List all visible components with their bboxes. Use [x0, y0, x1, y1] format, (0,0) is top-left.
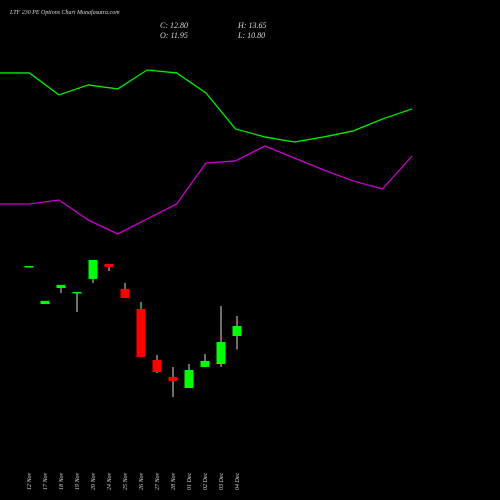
- chart-title: LTF 230 PE Options Chart Munafasutra.com: [9, 9, 120, 16]
- x-tick-label: 04 Dec: [234, 473, 241, 490]
- candle-body: [40, 300, 50, 304]
- x-tick-label: 18 Nov: [59, 472, 65, 490]
- candle-body: [200, 360, 210, 367]
- candle-body: [152, 360, 162, 372]
- candle-body: [216, 342, 226, 364]
- x-tick-label: 24 Nov: [106, 472, 113, 490]
- open-label: O: 11.95: [160, 31, 188, 40]
- x-tick-label: 12 Nov: [27, 472, 33, 490]
- candle-body: [168, 376, 178, 381]
- x-tick-label: 20 Nov: [91, 472, 97, 490]
- x-tick-label: 28 Nov: [171, 472, 177, 490]
- x-tick-label: 25 Nov: [123, 472, 129, 490]
- candle-body: [72, 292, 82, 294]
- close-label: C: 12.80: [160, 21, 188, 30]
- candle-body: [56, 284, 66, 288]
- candle-body: [184, 370, 194, 388]
- x-tick-label: 19 Nov: [75, 472, 81, 490]
- x-tick-label: 02 Dec: [203, 473, 209, 490]
- low-label: L: 10.80: [237, 31, 265, 40]
- x-tick-label: 03 Dec: [219, 473, 225, 490]
- candle-body: [232, 326, 242, 336]
- candle-body: [88, 260, 98, 279]
- x-tick-label: 01 Dec: [187, 473, 193, 490]
- candle-body: [120, 288, 130, 298]
- x-tick-label: 26 Nov: [139, 472, 145, 490]
- x-tick-label: 27 Nov: [155, 472, 161, 490]
- candle-body: [24, 266, 34, 268]
- x-tick-label: 17 Nov: [43, 472, 49, 490]
- line-series: [0, 145, 413, 235]
- candle-body: [136, 308, 146, 357]
- high-label: H: 13.65: [237, 21, 266, 30]
- line-series: [0, 69, 413, 143]
- candle-body: [104, 264, 114, 267]
